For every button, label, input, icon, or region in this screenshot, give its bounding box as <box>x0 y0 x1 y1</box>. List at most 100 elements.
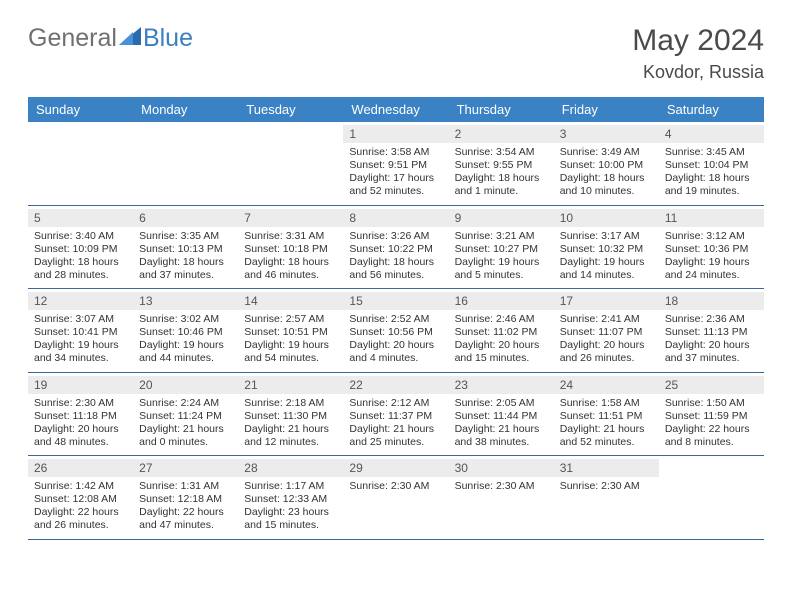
day-data: Sunrise: 3:58 AMSunset: 9:51 PMDaylight:… <box>349 146 442 199</box>
day-number: 8 <box>343 209 448 227</box>
day-number: 2 <box>449 125 554 143</box>
day-data: Sunrise: 2:05 AMSunset: 11:44 PMDaylight… <box>455 397 548 450</box>
day-number: 1 <box>343 125 448 143</box>
week-row: 5 Sunrise: 3:40 AMSunset: 10:09 PMDayligh… <box>28 206 764 290</box>
day-cell: 16 Sunrise: 2:46 AMSunset: 11:02 PMDaylig… <box>449 289 554 372</box>
day-number: 13 <box>133 292 238 310</box>
day-data: Sunrise: 3:54 AMSunset: 9:55 PMDaylight:… <box>455 146 548 199</box>
day-cell <box>238 122 343 205</box>
week-row: 19 Sunrise: 2:30 AMSunset: 11:18 PMDaylig… <box>28 373 764 457</box>
day-cell: 21 Sunrise: 2:18 AMSunset: 11:30 PMDaylig… <box>238 373 343 456</box>
day-data: Sunrise: 3:35 AMSunset: 10:13 PMDaylight… <box>139 230 232 283</box>
day-number: 31 <box>554 459 659 477</box>
day-data: Sunrise: 2:57 AMSunset: 10:51 PMDaylight… <box>244 313 337 366</box>
day-cell: 26Sunrise: 1:42 AMSunset: 12:08 AMDaylig… <box>28 456 133 539</box>
weekday-header: Friday <box>554 97 659 122</box>
day-data: Sunrise: 2:30 AM <box>349 480 442 493</box>
day-cell: 11 Sunrise: 3:12 AMSunset: 10:36 PMDaylig… <box>659 206 764 289</box>
week-row: 26Sunrise: 1:42 AMSunset: 12:08 AMDaylig… <box>28 456 764 540</box>
week-row: 1 Sunrise: 3:58 AMSunset: 9:51 PMDaylight… <box>28 122 764 206</box>
calendar-page: General Blue May 2024 Kovdor, Russia Sun… <box>0 0 792 564</box>
day-number: 23 <box>449 376 554 394</box>
day-data: Sunrise: 3:21 AMSunset: 10:27 PMDaylight… <box>455 230 548 283</box>
day-number: 16 <box>449 292 554 310</box>
day-number: 22 <box>343 376 448 394</box>
day-number: 30 <box>449 459 554 477</box>
day-data: Sunrise: 3:45 AMSunset: 10:04 PMDaylight… <box>665 146 758 199</box>
day-cell: 20Sunrise: 2:24 AMSunset: 11:24 PMDaylig… <box>133 373 238 456</box>
day-data: Sunrise: 1:42 AMSunset: 12:08 AMDaylight… <box>34 480 127 533</box>
day-number: 20 <box>133 376 238 394</box>
day-data: Sunrise: 3:17 AMSunset: 10:32 PMDaylight… <box>560 230 653 283</box>
day-cell: 12Sunrise: 3:07 AMSunset: 10:41 PMDaylig… <box>28 289 133 372</box>
day-number: 15 <box>343 292 448 310</box>
day-cell: 14 Sunrise: 2:57 AMSunset: 10:51 PMDaylig… <box>238 289 343 372</box>
logo: General Blue <box>28 24 193 53</box>
day-cell <box>659 456 764 539</box>
weekday-header-row: SundayMondayTuesdayWednesdayThursdayFrid… <box>28 97 764 122</box>
day-cell: 8 Sunrise: 3:26 AMSunset: 10:22 PMDayligh… <box>343 206 448 289</box>
day-data: Sunrise: 2:18 AMSunset: 11:30 PMDaylight… <box>244 397 337 450</box>
weekday-header: Tuesday <box>238 97 343 122</box>
day-data: Sunrise: 3:12 AMSunset: 10:36 PMDaylight… <box>665 230 758 283</box>
day-number: 10 <box>554 209 659 227</box>
calendar-body: 1 Sunrise: 3:58 AMSunset: 9:51 PMDaylight… <box>28 122 764 540</box>
day-number: 18 <box>659 292 764 310</box>
weekday-header: Thursday <box>449 97 554 122</box>
weekday-header: Saturday <box>659 97 764 122</box>
day-number: 17 <box>554 292 659 310</box>
day-cell: 10 Sunrise: 3:17 AMSunset: 10:32 PMDaylig… <box>554 206 659 289</box>
day-cell: 23 Sunrise: 2:05 AMSunset: 11:44 PMDaylig… <box>449 373 554 456</box>
day-cell: 18 Sunrise: 2:36 AMSunset: 11:13 PMDaylig… <box>659 289 764 372</box>
day-cell: 28 Sunrise: 1:17 AMSunset: 12:33 AMDaylig… <box>238 456 343 539</box>
day-number: 28 <box>238 459 343 477</box>
day-number: 24 <box>554 376 659 394</box>
day-data: Sunrise: 2:30 AM <box>455 480 548 493</box>
day-cell: 7Sunrise: 3:31 AMSunset: 10:18 PMDayligh… <box>238 206 343 289</box>
day-cell: 19 Sunrise: 2:30 AMSunset: 11:18 PMDaylig… <box>28 373 133 456</box>
header: General Blue May 2024 Kovdor, Russia <box>28 24 764 83</box>
day-data: Sunrise: 3:26 AMSunset: 10:22 PMDaylight… <box>349 230 442 283</box>
day-cell: 27Sunrise: 1:31 AMSunset: 12:18 AMDaylig… <box>133 456 238 539</box>
day-number: 25 <box>659 376 764 394</box>
day-data: Sunrise: 2:30 AM <box>560 480 653 493</box>
day-cell: 30 Sunrise: 2:30 AM <box>449 456 554 539</box>
day-data: Sunrise: 1:31 AMSunset: 12:18 AMDaylight… <box>139 480 232 533</box>
day-data: Sunrise: 1:58 AMSunset: 11:51 PMDaylight… <box>560 397 653 450</box>
day-data: Sunrise: 2:52 AMSunset: 10:56 PMDaylight… <box>349 313 442 366</box>
day-number: 14 <box>238 292 343 310</box>
day-number: 5 <box>28 209 133 227</box>
day-data: Sunrise: 2:41 AMSunset: 11:07 PMDaylight… <box>560 313 653 366</box>
day-number: 21 <box>238 376 343 394</box>
day-cell: 5 Sunrise: 3:40 AMSunset: 10:09 PMDayligh… <box>28 206 133 289</box>
day-number: 19 <box>28 376 133 394</box>
day-data: Sunrise: 2:46 AMSunset: 11:02 PMDaylight… <box>455 313 548 366</box>
logo-text-general: General <box>28 24 117 53</box>
day-cell: 17 Sunrise: 2:41 AMSunset: 11:07 PMDaylig… <box>554 289 659 372</box>
day-number: 29 <box>343 459 448 477</box>
day-data: Sunrise: 2:30 AMSunset: 11:18 PMDaylight… <box>34 397 127 450</box>
day-cell: 1 Sunrise: 3:58 AMSunset: 9:51 PMDaylight… <box>343 122 448 205</box>
day-cell: 31 Sunrise: 2:30 AM <box>554 456 659 539</box>
location: Kovdor, Russia <box>632 62 764 83</box>
day-cell: 9Sunrise: 3:21 AMSunset: 10:27 PMDayligh… <box>449 206 554 289</box>
day-cell: 29 Sunrise: 2:30 AM <box>343 456 448 539</box>
day-number: 6 <box>133 209 238 227</box>
logo-text-blue: Blue <box>143 24 193 53</box>
day-cell: 15 Sunrise: 2:52 AMSunset: 10:56 PMDaylig… <box>343 289 448 372</box>
day-data: Sunrise: 2:36 AMSunset: 11:13 PMDaylight… <box>665 313 758 366</box>
day-data: Sunrise: 1:17 AMSunset: 12:33 AMDaylight… <box>244 480 337 533</box>
day-data: Sunrise: 3:40 AMSunset: 10:09 PMDaylight… <box>34 230 127 283</box>
day-data: Sunrise: 3:31 AMSunset: 10:18 PMDaylight… <box>244 230 337 283</box>
day-number: 11 <box>659 209 764 227</box>
day-cell: 25 Sunrise: 1:50 AMSunset: 11:59 PMDaylig… <box>659 373 764 456</box>
week-row: 12Sunrise: 3:07 AMSunset: 10:41 PMDaylig… <box>28 289 764 373</box>
month-title: May 2024 <box>632 24 764 58</box>
day-data: Sunrise: 3:07 AMSunset: 10:41 PMDaylight… <box>34 313 127 366</box>
day-cell: 22Sunrise: 2:12 AMSunset: 11:37 PMDaylig… <box>343 373 448 456</box>
day-cell: 24 Sunrise: 1:58 AMSunset: 11:51 PMDaylig… <box>554 373 659 456</box>
weekday-header: Monday <box>133 97 238 122</box>
day-data: Sunrise: 3:49 AMSunset: 10:00 PMDaylight… <box>560 146 653 199</box>
weekday-header: Sunday <box>28 97 133 122</box>
day-data: Sunrise: 1:50 AMSunset: 11:59 PMDaylight… <box>665 397 758 450</box>
